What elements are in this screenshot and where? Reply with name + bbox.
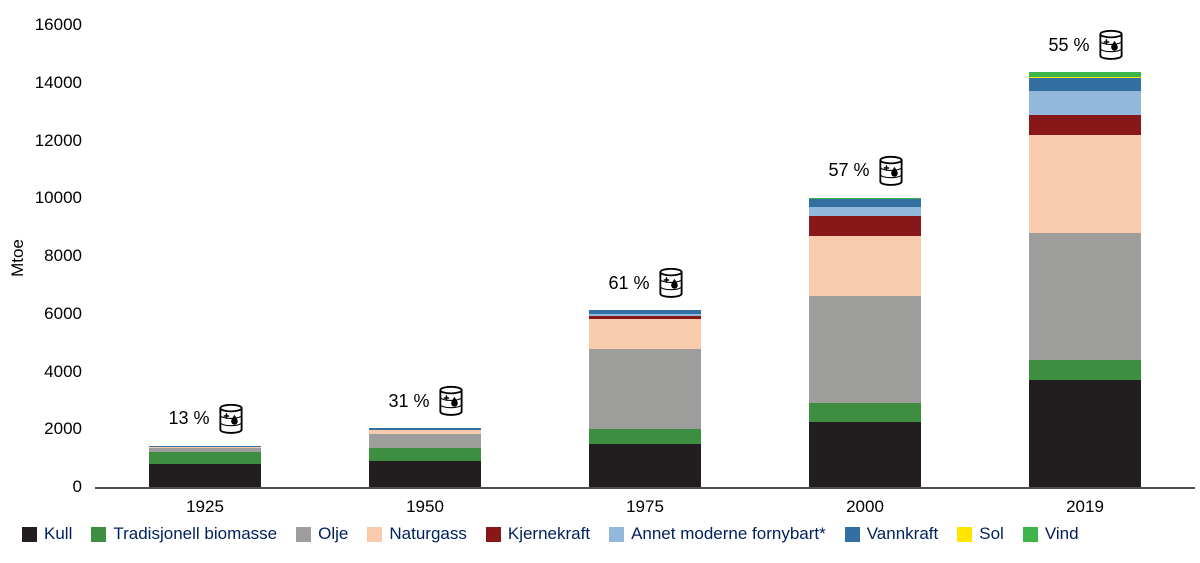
x-category-label: 2000 <box>846 497 884 516</box>
x-axis-line <box>95 487 1195 489</box>
bar-segment-tradisjonell-biomasse <box>1029 359 1141 381</box>
bar-segment-vannkraft <box>149 445 261 447</box>
bar-segment-tradisjonell-biomasse <box>149 451 261 464</box>
legend-swatch <box>91 526 107 542</box>
legend-label: Tradisjonell biomasse <box>113 524 278 543</box>
bar-segment-annet-moderne-fornybart- <box>589 314 701 317</box>
y-tick-label: 16000 <box>34 15 82 34</box>
bar-segment-vannkraft <box>1029 78 1141 92</box>
bar-segment-vind <box>1029 72 1141 77</box>
legend-swatch <box>485 526 501 542</box>
legend-item-kjernekraft: Kjernekraft <box>485 524 591 544</box>
bar-segment-kull <box>369 461 481 487</box>
legend-swatch <box>844 526 860 542</box>
legend-item-naturgass: Naturgass <box>367 524 467 544</box>
bar-segment-vannkraft <box>369 428 481 430</box>
oil-barrel-icon <box>879 155 903 186</box>
x-category-label: 1925 <box>186 497 224 516</box>
legend-item-annet-moderne-fornybart-: Annet moderne fornybart* <box>609 524 826 544</box>
oil-barrel-icon <box>1099 30 1123 61</box>
bar-segment-vind <box>809 197 921 199</box>
oil-barrel-icon <box>439 386 463 417</box>
bar-segment-olje <box>369 434 481 448</box>
y-tick-label: 0 <box>72 477 82 496</box>
legend-swatch <box>1022 526 1038 542</box>
bar-annotation: 13 % <box>168 403 245 435</box>
bar-segment-sol <box>1029 76 1141 79</box>
y-tick-label: 12000 <box>34 130 82 150</box>
legend-label: Kull <box>44 524 73 543</box>
oil-barrel-icon <box>659 268 683 299</box>
y-tick-label: 4000 <box>44 361 82 381</box>
legend-label: Kjernekraft <box>507 524 591 543</box>
y-tick-label: 2000 <box>44 419 82 439</box>
bar-segment-vannkraft <box>589 310 701 315</box>
bar-segment-naturgass <box>589 318 701 350</box>
legend-label: Annet moderne fornybart* <box>631 524 826 543</box>
legend-swatch <box>367 526 383 542</box>
legend-item-tradisjonell-biomasse: Tradisjonell biomasse <box>91 524 277 544</box>
legend-item-vannkraft: Vannkraft <box>844 524 939 544</box>
bar-segment-annet-moderne-fornybart- <box>1029 91 1141 115</box>
bar-segment-naturgass <box>809 235 921 297</box>
bar-segment-olje <box>589 349 701 429</box>
oil-barrel-icon <box>219 403 243 434</box>
legend-label: Vannkraft <box>866 524 939 543</box>
legend-item-sol: Sol <box>957 524 1004 544</box>
bar-segment-naturgass <box>369 429 481 435</box>
bar-segment-tradisjonell-biomasse <box>589 428 701 444</box>
y-tick-label: 10000 <box>34 188 82 208</box>
x-category-label: 1975 <box>626 497 664 516</box>
legend-item-vind: Vind <box>1022 524 1079 544</box>
legend-label: Sol <box>979 524 1004 543</box>
bar-segment-naturgass <box>1029 134 1141 233</box>
bar-segment-olje <box>809 296 921 404</box>
bar-segment-kjernekraft <box>589 316 701 319</box>
bar-annotation: 61 % <box>608 267 685 299</box>
bar-segment-kull <box>1029 380 1141 487</box>
annotation-percent: 31 % <box>388 390 430 411</box>
annotation-percent: 13 % <box>168 408 210 429</box>
x-category-label: 1950 <box>406 497 444 516</box>
bar-segment-kull <box>149 463 261 487</box>
bar-annotation: 55 % <box>1048 29 1125 61</box>
bar-segment-vannkraft <box>809 198 921 207</box>
legend-swatch <box>957 526 973 542</box>
legend-label: Olje <box>318 524 349 543</box>
bar-segment-olje <box>1029 232 1141 360</box>
bar-segment-tradisjonell-biomasse <box>809 403 921 423</box>
bar-segment-naturgass <box>149 446 261 448</box>
bar-segment-annet-moderne-fornybart- <box>809 206 921 216</box>
legend-label: Vind <box>1044 524 1079 543</box>
legend-item-kull: Kull <box>22 524 72 544</box>
legend: Kull Tradisjonell biomasse Olje Naturgass Kj… <box>22 524 1192 544</box>
legend-swatch <box>22 526 37 542</box>
annotation-percent: 55 % <box>1048 34 1090 55</box>
y-tick-label: 6000 <box>44 303 82 323</box>
bar-segment-kjernekraft <box>1029 114 1141 135</box>
y-tick-label: 14000 <box>34 72 82 92</box>
bar-annotation: 57 % <box>828 155 905 187</box>
annotation-percent: 57 % <box>828 160 870 181</box>
legend-swatch <box>609 526 625 542</box>
y-tick-label: 8000 <box>44 246 82 265</box>
bar-segment-tradisjonell-biomasse <box>369 448 481 461</box>
bar-segment-kjernekraft <box>809 215 921 236</box>
bar-annotation: 31 % <box>388 385 465 417</box>
legend-label: Naturgass <box>389 524 467 543</box>
legend-swatch <box>296 526 312 542</box>
bar-segment-kull <box>809 422 921 487</box>
bar-segment-olje <box>149 447 261 452</box>
legend-item-olje: Olje <box>296 524 348 544</box>
x-category-label: 2019 <box>1066 497 1104 516</box>
annotation-percent: 61 % <box>608 272 650 293</box>
bar-segment-kull <box>589 443 701 487</box>
